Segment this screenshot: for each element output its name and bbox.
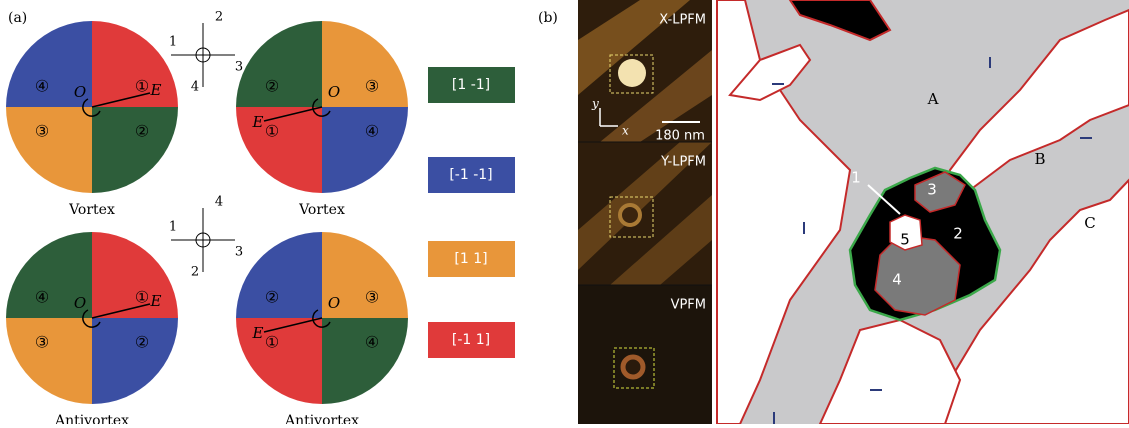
legend-label: [1 1] <box>454 251 487 267</box>
caption: Antivortex <box>54 413 129 424</box>
quadrant-label: ③ <box>365 77 379 96</box>
quadrant <box>92 107 178 193</box>
quadrant-label: ④ <box>35 288 49 307</box>
region-label: C <box>1084 214 1095 232</box>
quadrant-label: ① <box>265 333 279 352</box>
domain-map: A B C 1 2 3 4 5 <box>717 0 1129 424</box>
quadrant <box>236 107 322 193</box>
end-label: E <box>252 324 264 342</box>
quadrant-label: ② <box>135 122 149 141</box>
quadrant-label: ② <box>265 288 279 307</box>
panel-label: (a) <box>8 10 27 26</box>
pfm-images: X-LPFM Y-LPFM VPFM y x 180 nm <box>578 0 712 424</box>
quadrant <box>236 318 322 404</box>
quadrant-label: ④ <box>365 333 379 352</box>
image-title: VPFM <box>671 298 706 313</box>
quadrant-label: ④ <box>35 77 49 96</box>
axis-label: 1 <box>169 220 177 235</box>
legend-label: [1 -1] <box>452 77 490 93</box>
quadrant-label: ③ <box>35 333 49 352</box>
caption: Antivortex <box>284 413 359 424</box>
axis-label: x <box>622 124 629 138</box>
quadrant <box>322 107 408 193</box>
domain-label: 3 <box>927 181 937 199</box>
figure: (a) (b) ④ ① ③ ② O E Vortex ② ③ ① ④ O E Vortex ④ ① ③ ② O E An… <box>0 0 1129 424</box>
domain-label: 2 <box>953 225 963 243</box>
panel-a: ④ ① ③ ② O E Vortex ② ③ ① ④ O E Vortex ④ ① ③ ② O E Antivortex… <box>6 10 515 425</box>
axis-label: 1 <box>169 35 177 50</box>
axis-label: 2 <box>215 10 223 25</box>
axis-label: 3 <box>235 245 243 260</box>
end-label: E <box>150 81 162 99</box>
axis-label: 4 <box>191 80 199 95</box>
region-label: B <box>1034 150 1045 168</box>
region-label: A <box>927 90 939 108</box>
quadrant <box>6 318 92 404</box>
quadrant-label: ① <box>265 122 279 141</box>
origin-label: O <box>328 294 340 312</box>
axis-label: 4 <box>215 195 223 210</box>
domain-label: 5 <box>900 231 910 249</box>
end-label: E <box>150 292 162 310</box>
axis-label: 3 <box>235 60 243 75</box>
quadrant-label: ③ <box>35 122 49 141</box>
quadrant <box>6 107 92 193</box>
quadrant-label: ① <box>135 288 149 307</box>
end-label: E <box>252 113 264 131</box>
axis-label: 2 <box>191 265 199 280</box>
quadrant-label: ④ <box>365 122 379 141</box>
quadrant-label: ② <box>135 333 149 352</box>
quadrant-label: ③ <box>365 288 379 307</box>
quadrant-label: ② <box>265 77 279 96</box>
quadrant <box>322 318 408 404</box>
domain-label: 1 <box>851 169 861 187</box>
legend-label: [-1 1] <box>452 332 490 348</box>
image-title: Y-LPFM <box>660 155 706 170</box>
scale-label: 180 nm <box>655 129 705 144</box>
image-title: X-LPFM <box>659 13 706 28</box>
caption: Vortex <box>298 202 345 218</box>
caption: Vortex <box>68 202 115 218</box>
domain-label: 4 <box>892 271 902 289</box>
origin-label: O <box>74 83 86 101</box>
quadrant <box>92 318 178 404</box>
panel-label: (b) <box>538 10 558 26</box>
axis-label: y <box>591 97 599 111</box>
legend-label: [-1 -1] <box>449 167 492 183</box>
origin-label: O <box>74 294 86 312</box>
origin-label: O <box>328 83 340 101</box>
quadrant-label: ① <box>135 77 149 96</box>
